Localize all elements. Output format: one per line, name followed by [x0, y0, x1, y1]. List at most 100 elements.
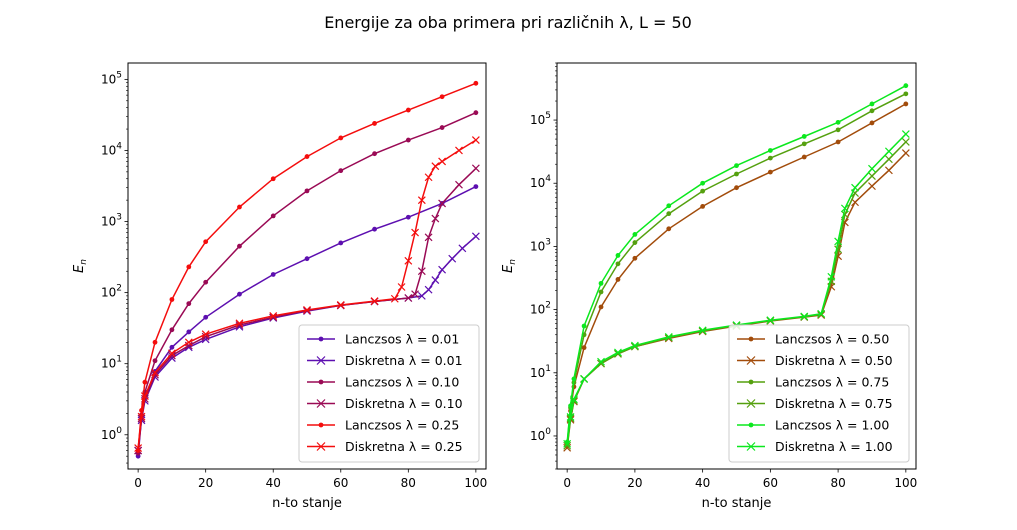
data-point	[397, 283, 406, 291]
data-point	[901, 130, 910, 138]
data-point	[767, 155, 773, 161]
data-point	[817, 309, 826, 318]
data-point	[336, 301, 345, 309]
legend-marker	[316, 356, 326, 365]
series-line	[137, 139, 477, 449]
legend-label: Lanczsos λ = 0.75	[775, 375, 889, 390]
x-tick-label: 40	[695, 476, 710, 490]
data-point	[734, 185, 739, 191]
data-point	[734, 163, 739, 169]
legend-marker	[318, 336, 324, 342]
data-point	[767, 169, 773, 175]
data-point	[884, 166, 893, 175]
data-point	[304, 256, 310, 262]
data-point	[152, 339, 158, 345]
series-group	[134, 80, 480, 459]
data-point	[834, 237, 843, 246]
legend: Lanczsos λ = 0.01 Diskretna λ = 0.01 Lancz…	[298, 324, 480, 463]
data-point	[270, 213, 276, 219]
data-point	[566, 413, 575, 421]
data-point	[901, 149, 910, 158]
data-point	[237, 243, 242, 249]
data-point	[632, 255, 638, 261]
x-tick-label: 80	[830, 476, 845, 490]
data-point	[901, 138, 910, 146]
legend-marker	[746, 356, 756, 365]
y-axis-label: En	[501, 259, 518, 273]
data-point	[734, 171, 739, 177]
data-point	[448, 254, 457, 263]
data-point	[458, 244, 467, 253]
y-axis-label: En	[72, 259, 89, 273]
y-tick-label: 105	[101, 70, 122, 86]
data-point	[184, 338, 193, 347]
data-point	[134, 444, 143, 452]
data-point	[151, 368, 159, 377]
data-point	[666, 226, 672, 232]
data-point	[615, 261, 621, 267]
data-point	[884, 155, 893, 164]
legend-box	[728, 324, 910, 463]
data-point	[169, 344, 175, 350]
legend-marker	[318, 379, 324, 385]
data-point	[801, 141, 807, 147]
legend-label: Diskretna λ = 1.00	[775, 439, 893, 454]
legend-label: Diskretna λ = 0.50	[775, 353, 893, 368]
data-point	[767, 148, 773, 153]
data-point	[404, 256, 413, 265]
data-point	[304, 188, 310, 194]
data-point	[303, 306, 311, 314]
data-point	[827, 272, 836, 281]
data-point	[664, 332, 673, 341]
data-point	[203, 314, 209, 320]
data-point	[471, 164, 480, 173]
data-point	[473, 80, 479, 86]
data-point	[835, 119, 841, 125]
legend-label: Diskretna λ = 0.25	[345, 439, 463, 454]
data-point	[203, 239, 209, 245]
data-point	[903, 101, 909, 107]
plot-frame	[127, 62, 487, 470]
data-point	[140, 392, 149, 401]
data-point	[424, 233, 433, 242]
data-point	[471, 136, 480, 144]
x-tick-label: 60	[763, 476, 778, 490]
data-point	[338, 135, 344, 141]
data-point	[411, 290, 419, 299]
data-point	[411, 228, 419, 237]
chart-2: 100 101 102 103 104 105 0 20 40 60 80 100 n-to stanj…	[501, 62, 917, 511]
data-point	[186, 301, 192, 307]
y-tick-label: 100	[530, 427, 551, 443]
x-tick-label: 40	[266, 476, 281, 490]
data-point	[851, 183, 859, 192]
data-point	[438, 265, 447, 274]
data-point	[404, 294, 413, 302]
data-point	[186, 264, 192, 270]
legend-marker	[316, 399, 326, 408]
data-point	[851, 198, 859, 207]
data-point	[666, 203, 672, 209]
x-tick-label: 0	[134, 476, 142, 490]
data-point	[580, 374, 589, 383]
data-point	[270, 176, 276, 182]
data-point	[597, 357, 605, 366]
data-point	[471, 232, 480, 241]
x-tick-label: 20	[627, 476, 642, 490]
data-point	[630, 341, 639, 350]
y-tick-label: 103	[530, 237, 551, 253]
x-tick-label: 100	[894, 476, 917, 490]
data-point	[186, 329, 192, 335]
legend-label: Lanczsos λ = 0.25	[345, 418, 459, 433]
data-point	[869, 108, 875, 114]
data-point	[868, 172, 876, 180]
data-point	[167, 351, 176, 360]
legend-marker	[316, 442, 326, 451]
data-point	[167, 349, 176, 358]
data-point	[581, 345, 587, 351]
legend: Lanczsos λ = 0.50 Diskretna λ = 0.50 Lancz…	[728, 324, 910, 463]
legend-box	[298, 324, 480, 463]
x-tick-label: 0	[563, 476, 571, 490]
data-point	[269, 312, 278, 320]
data-point	[473, 184, 479, 190]
